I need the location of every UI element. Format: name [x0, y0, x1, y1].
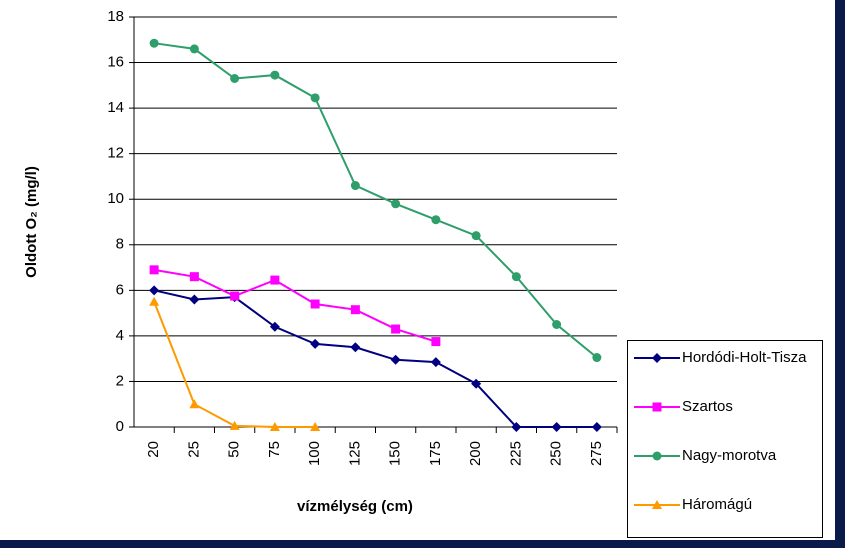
- marker: [270, 275, 280, 285]
- marker: [269, 422, 280, 431]
- marker: [189, 294, 200, 305]
- x-tick-label: 250: [548, 441, 565, 466]
- x-tick-label: 275: [588, 441, 605, 466]
- marker: [149, 38, 159, 48]
- legend-label: Háromágú: [682, 496, 753, 513]
- marker: [431, 215, 441, 225]
- x-tick-label: 20: [145, 441, 162, 458]
- marker: [149, 296, 160, 306]
- legend-item: Nagy-morotva: [632, 447, 812, 467]
- marker: [310, 422, 321, 431]
- y-tick-label: 18: [107, 8, 124, 25]
- y-axis-title: Oldott O₂ (mg/l): [23, 166, 40, 278]
- legend-label: Szartos: [682, 398, 733, 415]
- marker: [189, 272, 199, 282]
- legend-label: Nagy-morotva: [682, 447, 777, 464]
- marker: [310, 93, 320, 103]
- marker: [350, 305, 360, 315]
- x-tick-label: 25: [185, 441, 202, 458]
- y-tick-label: 12: [107, 145, 124, 162]
- marker: [511, 272, 521, 282]
- x-tick-label: 75: [266, 441, 283, 458]
- legend-icon: [634, 500, 680, 509]
- marker: [431, 337, 441, 347]
- marker: [269, 321, 280, 332]
- marker: [310, 338, 321, 349]
- x-tick-label: 200: [467, 441, 484, 466]
- y-tick-label: 4: [116, 327, 124, 344]
- marker: [390, 354, 401, 365]
- x-tick-label: 50: [226, 441, 243, 458]
- marker: [511, 422, 522, 432]
- marker: [189, 44, 199, 54]
- y-tick-label: 2: [116, 372, 124, 389]
- marker: [552, 320, 562, 329]
- marker: [551, 422, 562, 432]
- marker: [652, 500, 662, 509]
- marker: [350, 342, 361, 353]
- marker: [230, 74, 240, 83]
- series-line: [153, 268, 437, 343]
- marker: [652, 402, 662, 412]
- marker: [189, 399, 200, 409]
- legend: Hordódi-Holt-Tisza Szartos Nagy-morotva Hár…: [627, 340, 823, 538]
- x-axis-title: vízmélység (cm): [297, 498, 413, 515]
- legend-item: Szartos: [632, 398, 812, 418]
- x-tick-label: 125: [346, 441, 363, 466]
- marker: [310, 299, 320, 309]
- y-tick-label: 6: [116, 281, 124, 298]
- marker: [591, 422, 602, 432]
- y-tick-label: 16: [107, 54, 124, 71]
- legend-item: Háromágú: [632, 496, 812, 516]
- x-tick-label: 225: [507, 441, 524, 466]
- legend-icon: [634, 402, 680, 412]
- marker: [230, 291, 240, 301]
- marker: [391, 199, 401, 209]
- y-tick-label: 14: [107, 99, 124, 116]
- series-line: [153, 289, 597, 428]
- window-border: [0, 540, 845, 548]
- marker: [592, 353, 602, 363]
- marker: [652, 353, 662, 363]
- series-line: [153, 301, 316, 428]
- marker: [471, 231, 481, 241]
- marker: [270, 70, 280, 80]
- x-tick-label: 175: [427, 441, 444, 466]
- legend-icon: [634, 451, 680, 461]
- marker: [350, 181, 360, 191]
- legend-item: Hordódi-Holt-Tisza: [632, 349, 812, 369]
- series-line: [153, 42, 598, 359]
- marker: [652, 451, 662, 461]
- marker: [229, 420, 240, 430]
- marker: [430, 357, 441, 368]
- y-tick-label: 10: [107, 190, 124, 207]
- x-tick-label: 150: [387, 441, 404, 466]
- y-tick-label: 0: [116, 418, 124, 435]
- marker: [391, 324, 401, 334]
- legend-icon: [634, 353, 680, 363]
- marker: [149, 265, 159, 275]
- marker: [149, 285, 160, 296]
- legend-label: Hordódi-Holt-Tisza: [682, 349, 807, 366]
- window-border: [835, 0, 845, 548]
- x-tick-label: 100: [306, 441, 323, 466]
- marker: [471, 378, 482, 389]
- y-tick-label: 8: [116, 236, 124, 253]
